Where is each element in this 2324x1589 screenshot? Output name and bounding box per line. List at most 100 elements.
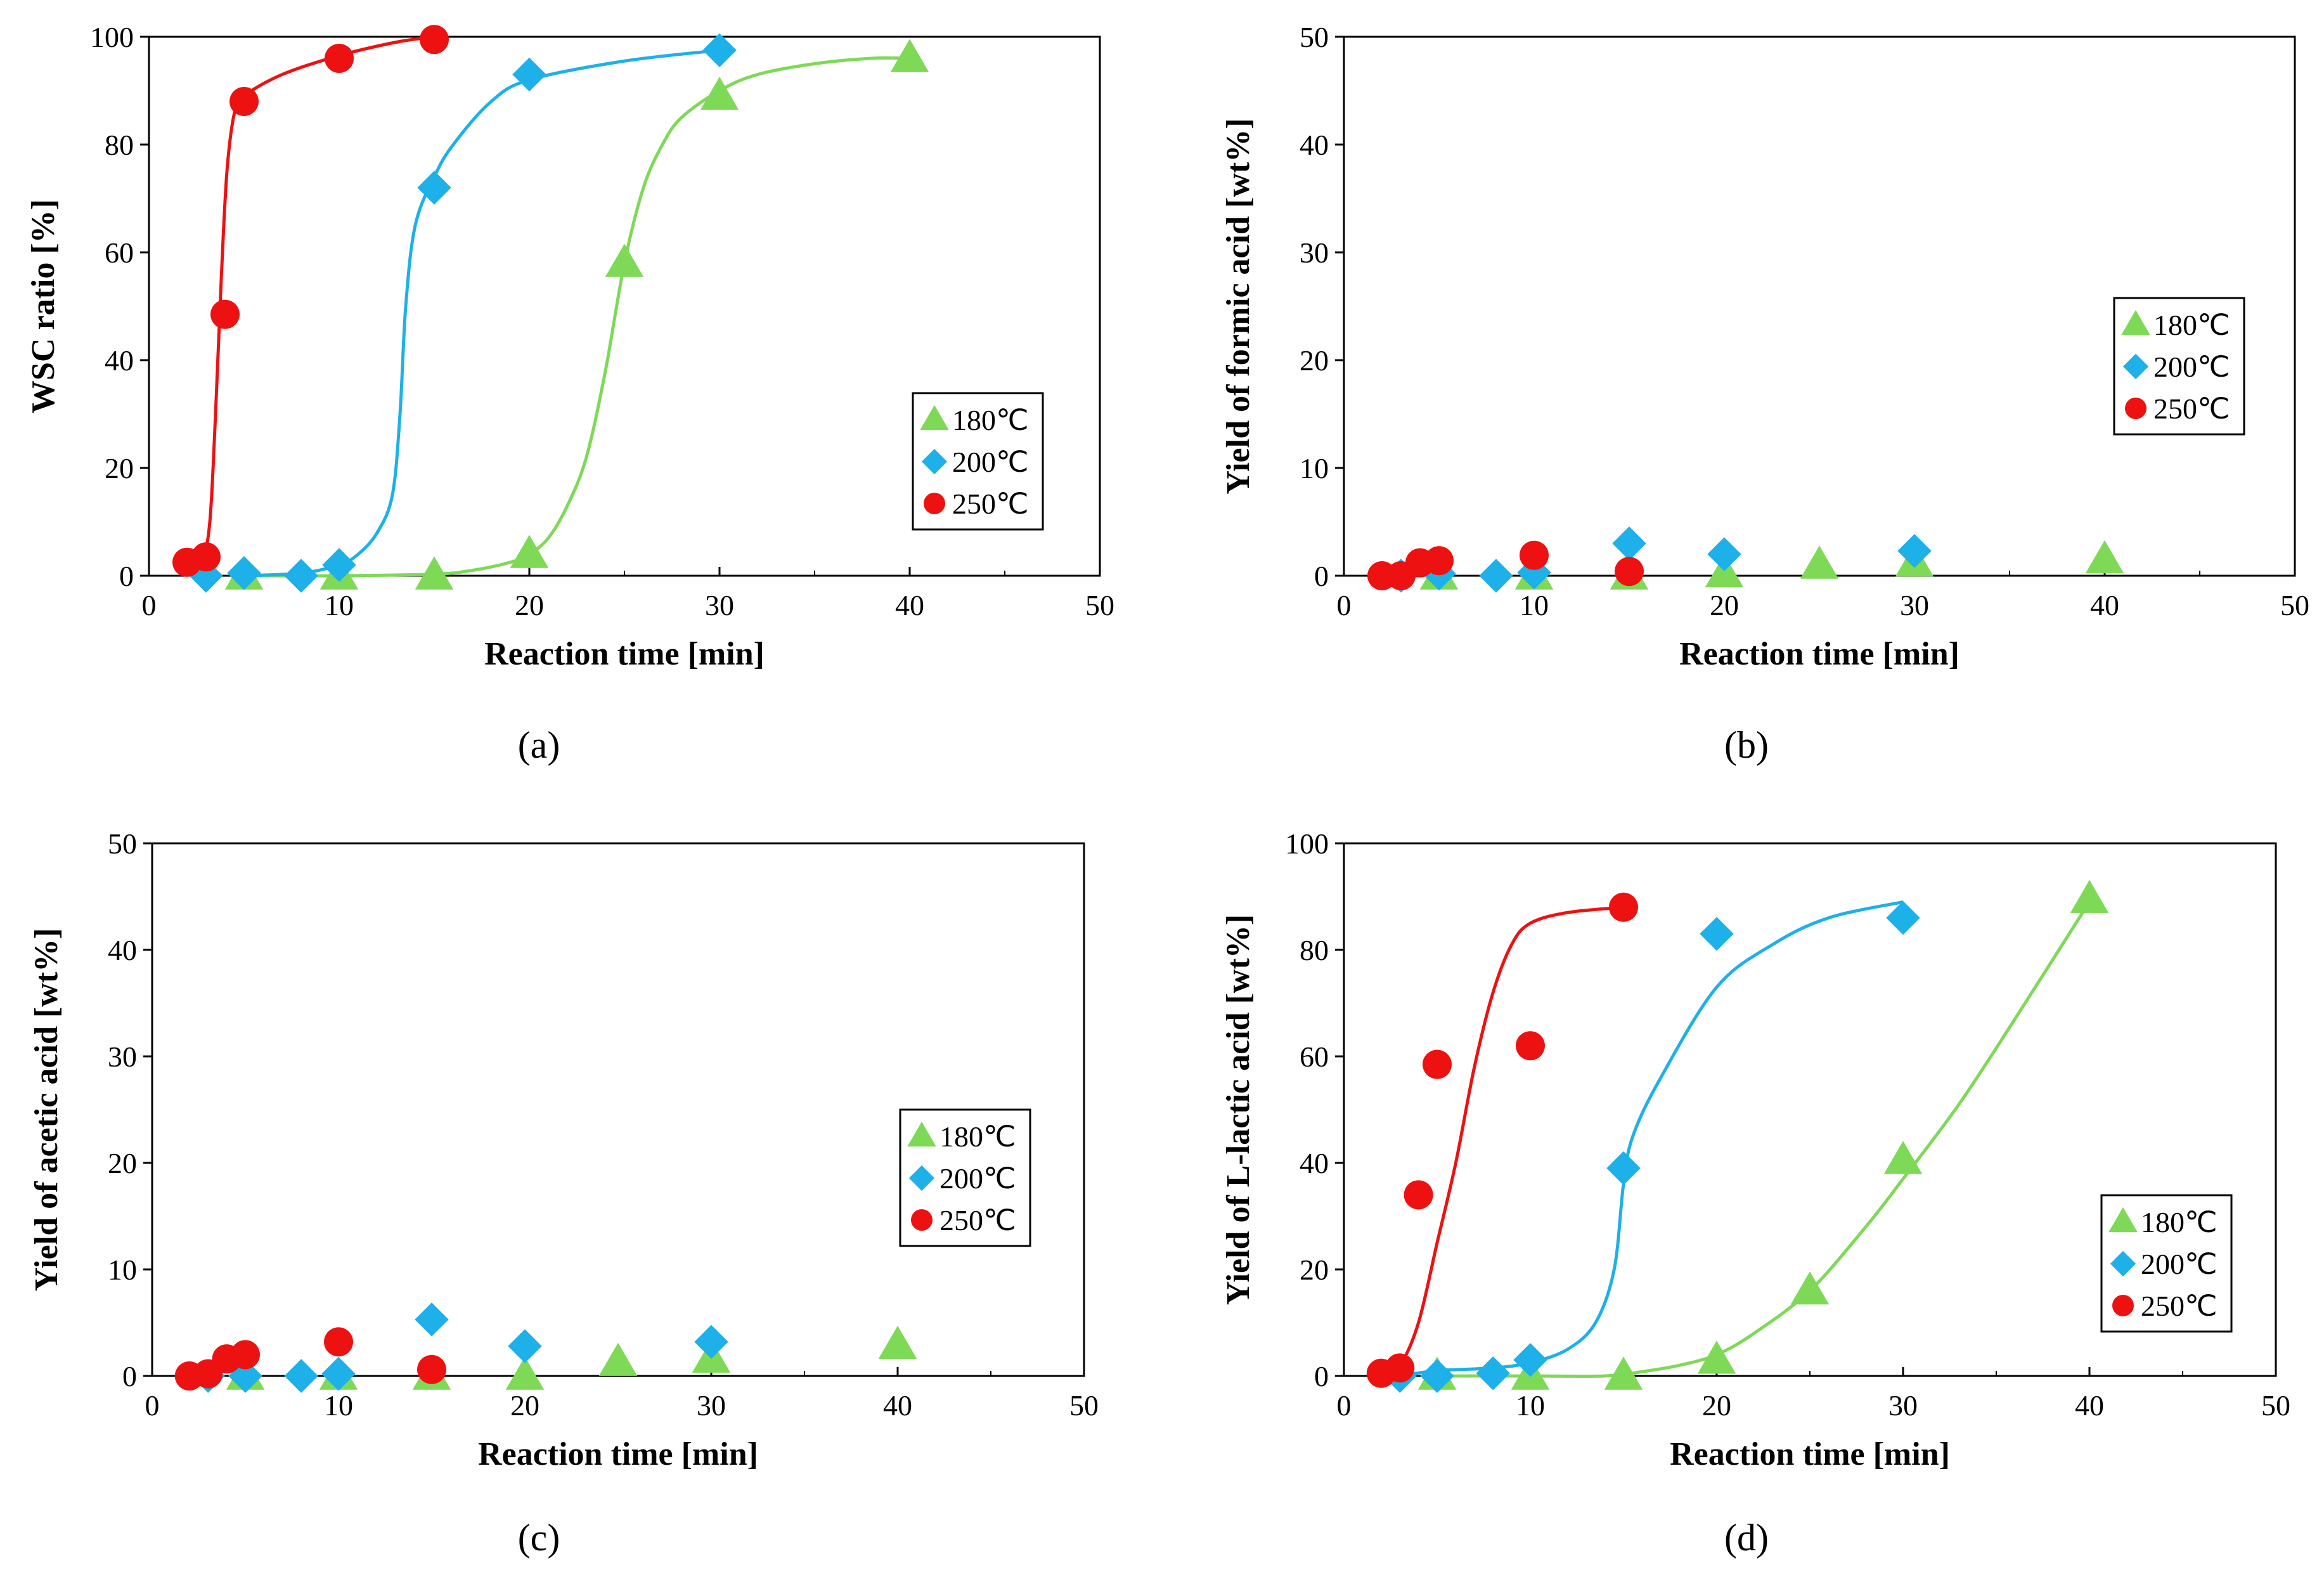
x-axis-title: Reaction time [min] xyxy=(484,636,765,672)
y-tick-label: 0 xyxy=(119,560,134,592)
y-tick-label: 10 xyxy=(1300,452,1329,484)
legend-marker-180 xyxy=(907,1121,936,1147)
x-tick-label: 0 xyxy=(1337,1389,1352,1422)
legend-marker-250 xyxy=(2125,398,2146,419)
data-point-250 xyxy=(1423,1049,1452,1079)
data-point-200 xyxy=(322,548,356,582)
data-point-200 xyxy=(1513,1343,1547,1377)
y-tick-label: 60 xyxy=(105,237,134,269)
x-tick-label: 50 xyxy=(1085,589,1114,621)
x-tick-label: 0 xyxy=(1337,589,1352,621)
legend-label-250: 250℃ xyxy=(952,488,1029,520)
legend-label-180: 180℃ xyxy=(952,404,1029,436)
x-tick-label: 50 xyxy=(2261,1389,2290,1422)
data-point-250 xyxy=(229,87,259,116)
data-point-250 xyxy=(231,1340,260,1370)
y-tick-label: 50 xyxy=(1300,21,1329,53)
y-tick-label: 0 xyxy=(122,1360,137,1392)
data-point-180 xyxy=(878,1325,917,1359)
data-point-180 xyxy=(598,1342,638,1376)
data-point-180 xyxy=(2070,879,2109,913)
y-tick-label: 30 xyxy=(1300,237,1329,269)
data-point-250 xyxy=(1404,1180,1433,1210)
legend-label-180: 180℃ xyxy=(2153,309,2230,341)
legend: 180℃ 200℃ 250℃ xyxy=(912,392,1044,531)
data-point-250 xyxy=(1609,892,1638,922)
legend-label-250: 250℃ xyxy=(2153,392,2230,425)
data-point-200 xyxy=(284,1359,318,1393)
y-tick-label: 20 xyxy=(105,452,134,484)
y-axis-title: Yield of acetic acid [wt%] xyxy=(29,928,65,1292)
y-tick-label: 30 xyxy=(108,1041,137,1073)
data-point-200 xyxy=(1612,526,1646,561)
data-point-180 xyxy=(700,76,739,110)
y-axis-title: WSC ratio [%] xyxy=(25,199,61,413)
fit-curve-200 xyxy=(1399,900,1904,1378)
data-point-200 xyxy=(1420,1359,1454,1393)
x-axis-title: Reaction time [min] xyxy=(1670,1436,1950,1472)
data-point-200 xyxy=(1479,559,1513,593)
x-tick-label: 10 xyxy=(324,1389,353,1422)
fit-curve-250 xyxy=(186,35,435,564)
fit-curve-250 xyxy=(1380,905,1624,1378)
y-tick-label: 40 xyxy=(1300,129,1329,161)
legend-label-200: 200℃ xyxy=(2141,1248,2217,1280)
y-tick-label: 100 xyxy=(90,21,134,53)
data-point-250 xyxy=(324,1327,353,1357)
y-tick-label: 0 xyxy=(1314,1360,1329,1392)
data-point-250 xyxy=(191,542,221,572)
y-tick-label: 10 xyxy=(108,1254,137,1286)
data-point-180 xyxy=(1790,1271,1830,1305)
x-tick-label: 10 xyxy=(1520,589,1549,621)
data-point-200 xyxy=(1476,1356,1510,1391)
x-tick-label: 40 xyxy=(895,589,924,621)
legend-label-180: 180℃ xyxy=(939,1120,1016,1153)
legend-marker-180 xyxy=(920,405,949,431)
x-tick-label: 10 xyxy=(1516,1389,1545,1422)
x-tick-label: 0 xyxy=(142,589,157,621)
data-point-200 xyxy=(415,1302,449,1337)
x-tick-label: 30 xyxy=(705,589,734,621)
legend-label-200: 200℃ xyxy=(952,446,1029,478)
y-tick-label: 20 xyxy=(1300,344,1329,377)
data-point-200 xyxy=(508,1329,542,1363)
legend-label-250: 250℃ xyxy=(939,1204,1016,1236)
y-axis-title: Yield of L-lactic acid [wt%] xyxy=(1220,914,1256,1305)
x-tick-label: 10 xyxy=(325,589,354,621)
chart-panel-3: 0 10 20 30 40 50 0 10 20 30 40 50 Reaction time [min… xyxy=(29,827,1099,1559)
legend-marker-180 xyxy=(2121,309,2150,335)
fit-curve-180 xyxy=(1437,901,2091,1378)
data-point-200 xyxy=(284,559,318,593)
data-point-250 xyxy=(210,299,240,329)
data-point-180 xyxy=(1800,545,1839,579)
data-point-250 xyxy=(1385,1353,1415,1383)
data-point-200 xyxy=(702,33,737,67)
data-point-250 xyxy=(1424,546,1454,576)
data-point-180 xyxy=(1697,1340,1736,1374)
legend: 180℃ 200℃ 250℃ xyxy=(2113,297,2245,436)
data-point-180 xyxy=(505,1356,545,1390)
data-point-200 xyxy=(512,57,546,92)
y-tick-label: 20 xyxy=(108,1147,137,1179)
data-point-250 xyxy=(1520,540,1549,570)
data-point-250 xyxy=(1615,557,1644,587)
legend: 180℃ 200℃ 250℃ xyxy=(899,1108,1031,1247)
data-point-180 xyxy=(510,535,549,568)
data-point-200 xyxy=(321,1356,356,1391)
data-point-200 xyxy=(227,556,261,590)
data-point-180 xyxy=(1883,1141,1923,1174)
legend-label-180: 180℃ xyxy=(2141,1206,2217,1238)
data-point-250 xyxy=(1516,1031,1545,1061)
data-point-180 xyxy=(415,556,454,590)
legend-marker-250 xyxy=(2112,1295,2134,1316)
data-point-250 xyxy=(417,1354,446,1384)
y-tick-label: 40 xyxy=(1300,1147,1329,1179)
y-tick-label: 0 xyxy=(1314,560,1329,592)
chart-panel-4: 0 10 20 30 40 50 0 20 40 60 80 100 Reaction time [mi… xyxy=(1220,827,2290,1559)
y-tick-label: 40 xyxy=(108,934,137,966)
data-point-200 xyxy=(1606,1151,1641,1186)
data-point-200 xyxy=(1707,537,1741,571)
y-tick-label: 50 xyxy=(108,827,137,860)
